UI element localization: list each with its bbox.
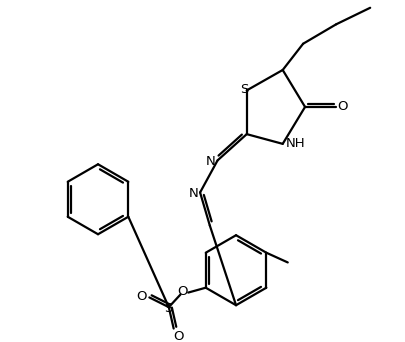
Text: S: S xyxy=(163,302,172,315)
Text: O: O xyxy=(173,330,183,342)
Text: O: O xyxy=(337,101,347,114)
Text: S: S xyxy=(240,83,248,96)
Text: N: N xyxy=(205,155,215,168)
Text: O: O xyxy=(177,285,187,298)
Text: N: N xyxy=(188,187,198,200)
Text: NH: NH xyxy=(285,137,305,150)
Text: O: O xyxy=(136,290,147,303)
